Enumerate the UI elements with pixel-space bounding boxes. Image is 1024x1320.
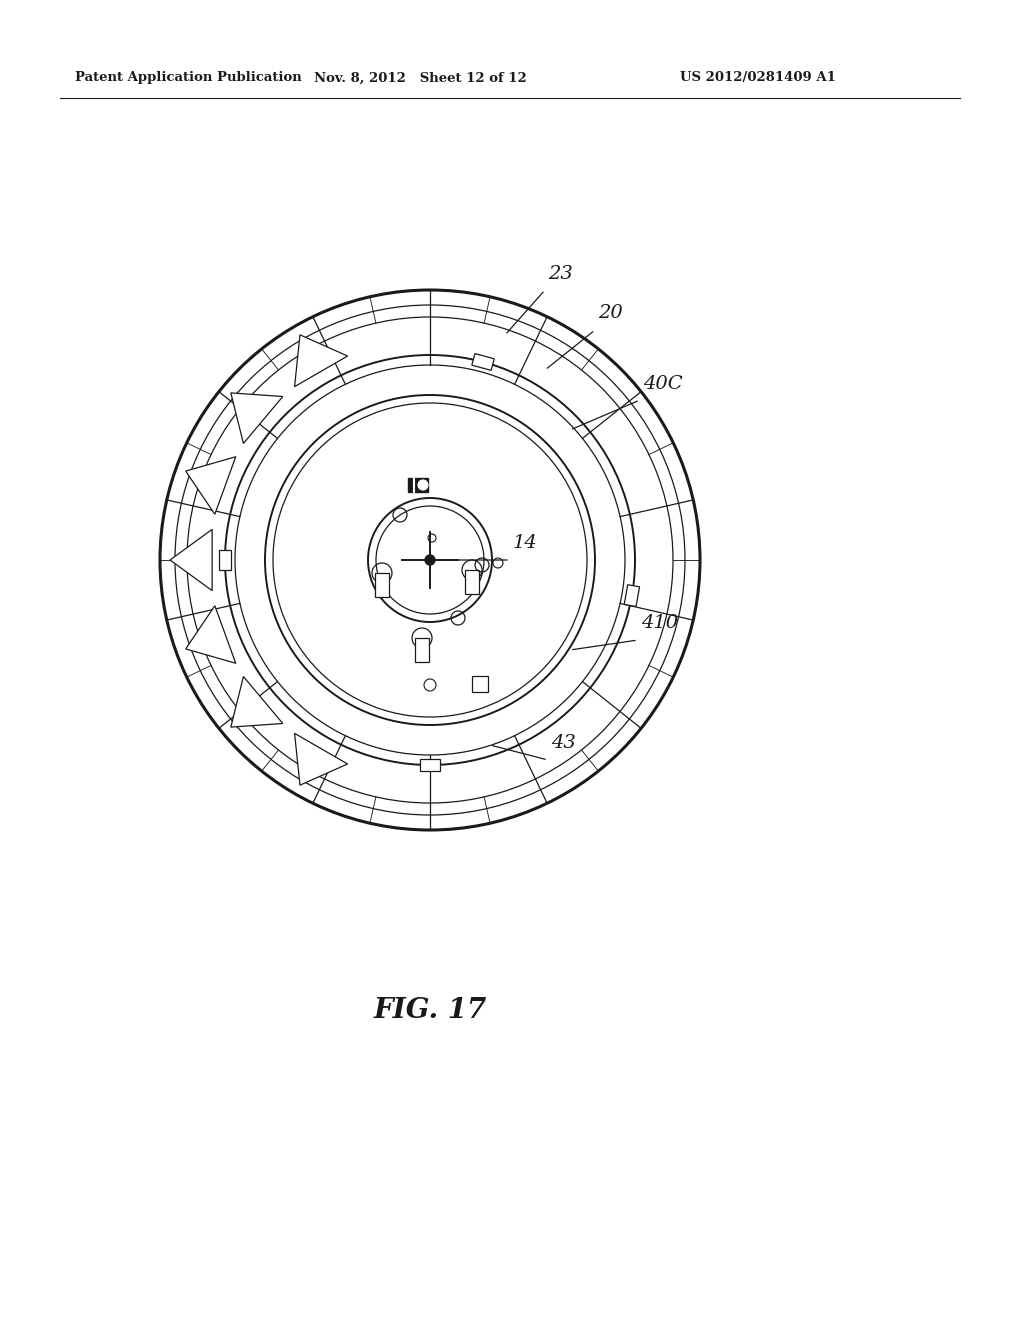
- Text: 410: 410: [641, 614, 678, 632]
- Polygon shape: [420, 759, 440, 771]
- Circle shape: [425, 554, 435, 565]
- Text: FIG. 17: FIG. 17: [374, 997, 486, 1023]
- Polygon shape: [472, 354, 495, 371]
- Text: 40C: 40C: [643, 375, 683, 393]
- Polygon shape: [375, 573, 389, 597]
- Text: 43: 43: [551, 734, 575, 752]
- Polygon shape: [219, 550, 231, 570]
- Polygon shape: [408, 478, 428, 492]
- Polygon shape: [185, 457, 236, 515]
- Text: US 2012/0281409 A1: US 2012/0281409 A1: [680, 71, 836, 84]
- Polygon shape: [295, 335, 347, 387]
- Text: Patent Application Publication: Patent Application Publication: [75, 71, 302, 84]
- Circle shape: [418, 480, 428, 490]
- Polygon shape: [170, 529, 212, 590]
- Polygon shape: [230, 677, 283, 727]
- Text: 14: 14: [513, 535, 538, 552]
- Polygon shape: [230, 393, 283, 444]
- Polygon shape: [185, 606, 236, 663]
- Text: 23: 23: [548, 265, 572, 282]
- Polygon shape: [295, 734, 347, 785]
- Text: 20: 20: [598, 304, 623, 322]
- Polygon shape: [472, 676, 488, 692]
- Polygon shape: [625, 585, 640, 606]
- Text: Nov. 8, 2012   Sheet 12 of 12: Nov. 8, 2012 Sheet 12 of 12: [313, 71, 526, 84]
- Polygon shape: [415, 638, 429, 663]
- Polygon shape: [465, 570, 479, 594]
